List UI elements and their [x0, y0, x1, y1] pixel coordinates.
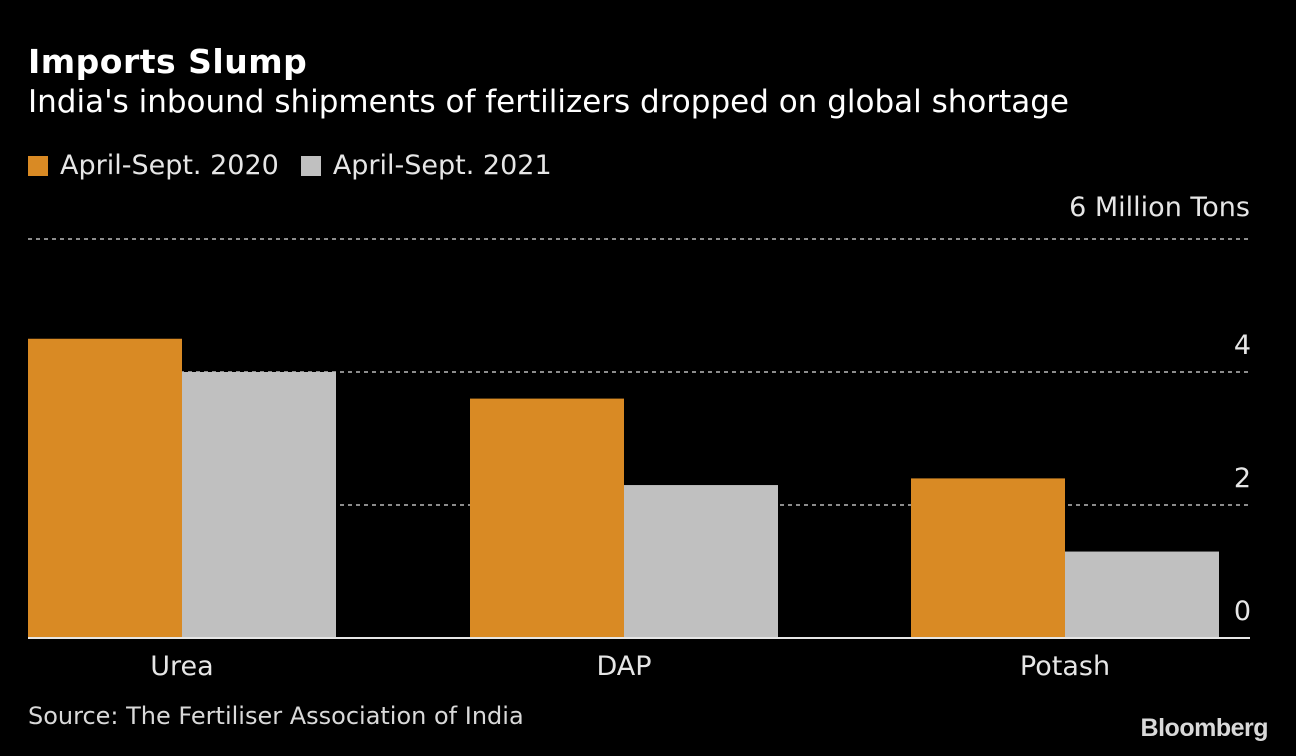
y-tick-label-2: 2 — [1234, 463, 1251, 494]
bloomberg-logo: Bloomberg — [1140, 714, 1269, 742]
chart-subtitle: India's inbound shipments of fertilizers… — [28, 84, 1069, 120]
source-note: Source: The Fertiliser Association of In… — [28, 702, 524, 730]
x-tick-label-urea: Urea — [150, 651, 213, 682]
legend-swatch-2020 — [28, 155, 48, 176]
legend-label-2020: April-Sept. 2020 — [60, 150, 279, 181]
bar-potash-2021 — [1065, 551, 1219, 638]
legend-item-2021: April-Sept. 2021 — [300, 150, 552, 181]
legend-label-2021: April-Sept. 2021 — [332, 150, 552, 181]
legend-swatch-2021 — [300, 155, 321, 176]
x-tick-label-potash: Potash — [1020, 651, 1110, 682]
legend-item-2020: April-Sept. 2020 — [28, 150, 279, 181]
bar-urea-2020 — [28, 338, 182, 638]
x-tick-label-dap: DAP — [596, 651, 651, 682]
bar-dap-2021 — [624, 485, 778, 638]
legend: April-Sept. 2020 April-Sept. 2021 — [28, 150, 574, 181]
bar-potash-2020 — [911, 478, 1065, 638]
bar-urea-2021 — [182, 372, 336, 638]
y-tick-label-0: 0 — [1234, 596, 1251, 627]
bar-dap-2020 — [470, 398, 624, 638]
y-tick-label-4: 4 — [1234, 330, 1251, 361]
chart-title: Imports Slump — [28, 42, 308, 81]
y-axis-unit-label: 6 Million Tons — [1069, 192, 1250, 223]
